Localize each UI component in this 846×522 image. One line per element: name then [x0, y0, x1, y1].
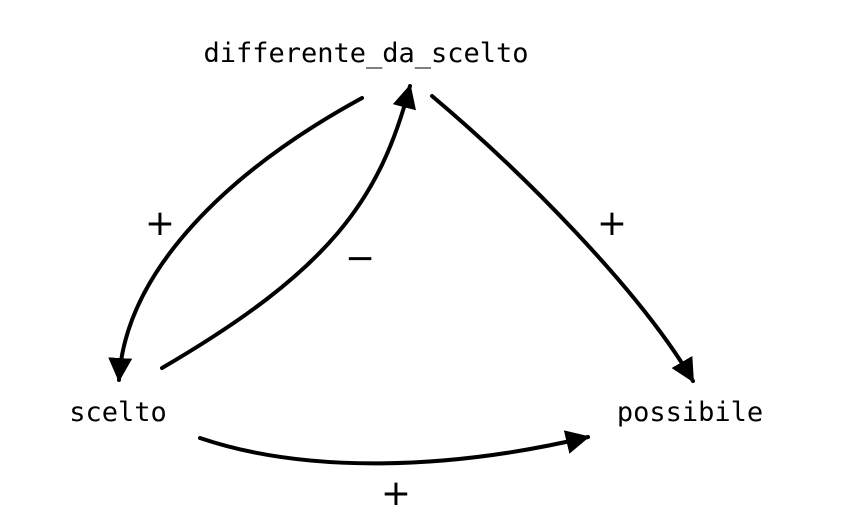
- sign-differente-to-scelto: +: [145, 203, 175, 244]
- edge-scelto-to-differente: [160, 84, 416, 370]
- sign-scelto-to-differente: −: [345, 238, 375, 279]
- node-possibile: possibile: [617, 397, 763, 428]
- sign-differente-to-possibile: +: [597, 203, 627, 244]
- edge-scelto-to-possibile: [198, 430, 590, 466]
- sign-scelto-to-possibile: +: [381, 473, 411, 514]
- edge-differente-to-possibile: [430, 94, 695, 383]
- node-scelto: scelto: [69, 397, 167, 428]
- edge-differente-to-scelto: [108, 96, 364, 382]
- node-differente-da-scelto: differente_da_scelto: [203, 38, 528, 69]
